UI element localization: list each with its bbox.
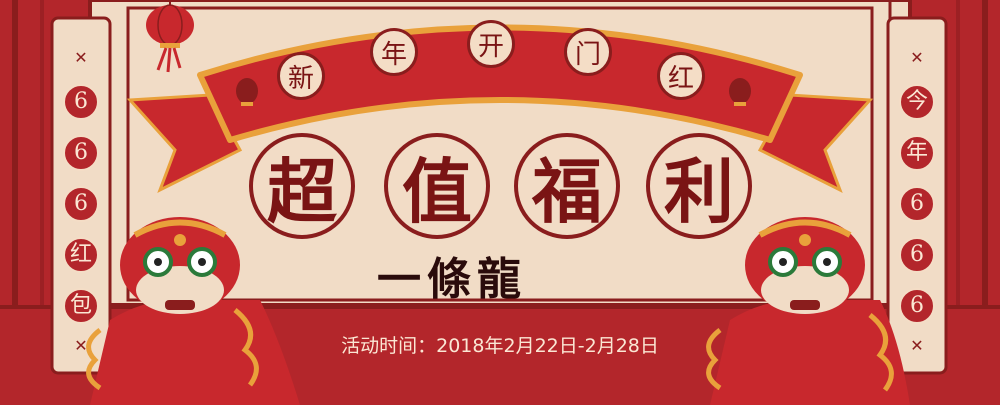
right-scroll-char: 年 bbox=[899, 135, 935, 171]
event-period: 活动时间：2018年2月22日-2月28日 bbox=[341, 335, 659, 357]
banner-word: 年 bbox=[370, 28, 418, 76]
left-scroll-char: 6 bbox=[63, 135, 99, 171]
lion-dance-left bbox=[86, 217, 300, 405]
small-lantern-icon bbox=[236, 78, 258, 106]
left-scroll-char: 红 bbox=[63, 237, 99, 273]
banner-word: 开 bbox=[467, 20, 515, 68]
x-mark-icon: ✕ bbox=[910, 48, 924, 67]
x-mark-icon: ✕ bbox=[74, 336, 88, 355]
right-scroll-char: 今 bbox=[899, 84, 935, 120]
x-mark-icon: ✕ bbox=[910, 336, 924, 355]
banner-word: 门 bbox=[564, 28, 612, 76]
banner-word: 新 bbox=[277, 52, 325, 100]
headline-char: 利 bbox=[646, 133, 752, 239]
left-scroll-char: 6 bbox=[63, 84, 99, 120]
subtitle: 一條龍 bbox=[377, 254, 527, 305]
lantern-icon bbox=[146, 0, 194, 73]
left-scroll-char: 包 bbox=[63, 288, 99, 324]
banner-word: 红 bbox=[657, 52, 705, 100]
right-scroll-char: 6 bbox=[899, 237, 935, 273]
x-mark-icon: ✕ bbox=[74, 48, 88, 67]
left-scroll-char: 6 bbox=[63, 186, 99, 222]
headline-char: 超 bbox=[249, 133, 355, 239]
headline-char: 福 bbox=[514, 133, 620, 239]
right-scroll-char: 6 bbox=[899, 288, 935, 324]
headline-char: 值 bbox=[384, 133, 490, 239]
right-scroll-char: 6 bbox=[899, 186, 935, 222]
small-lantern-icon bbox=[729, 78, 751, 106]
lion-dance-right bbox=[706, 217, 910, 405]
